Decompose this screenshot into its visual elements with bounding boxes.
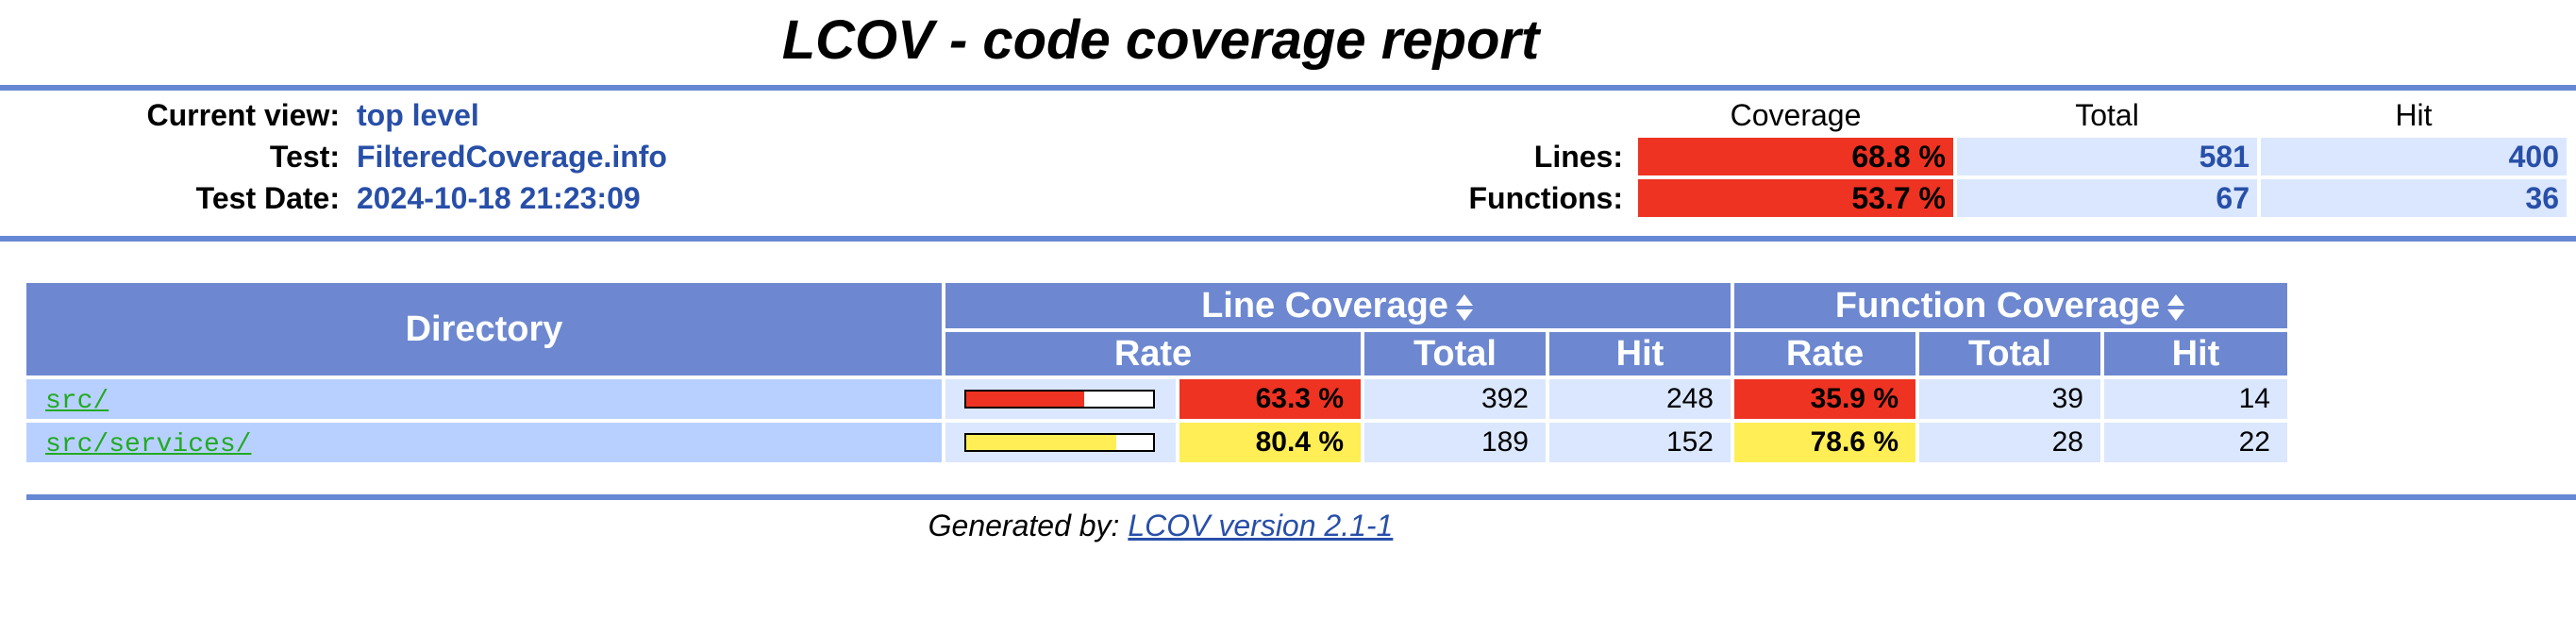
summary-functions-hit: 36 (2261, 179, 2567, 217)
directory-link[interactable]: src/ (45, 387, 109, 416)
line-hit-cell: 152 (1549, 423, 1731, 462)
summary-hit-header: Hit (2395, 98, 2433, 132)
summary-total-header: Total (2075, 98, 2139, 132)
function-total-header: Total (1919, 332, 2100, 375)
line-total-cell: 189 (1364, 423, 1546, 462)
test-label: Test: (269, 140, 340, 174)
function-hit-cell: 22 (2104, 423, 2287, 462)
line-coverage-bar-cell (945, 423, 1176, 462)
function-rate-header: Rate (1734, 332, 1915, 375)
sort-updown-icon[interactable] (2166, 292, 2186, 324)
summary-coverage-header: Coverage (1730, 98, 1862, 132)
test-date-value: 2024-10-18 21:23:09 (357, 181, 641, 215)
line-coverage-bar-fill (966, 435, 1117, 450)
table-row-directory: src/services/ (26, 423, 942, 462)
line-coverage-bar-fill (966, 392, 1085, 407)
footer: Generated by: LCOV version 2.1-1 (0, 502, 2321, 549)
line-rate-cell: 80.4 % (1179, 423, 1361, 462)
function-coverage-header-label: Function Coverage (1834, 286, 2161, 325)
table-row-directory: src/ (26, 379, 942, 419)
function-total-cell: 28 (1919, 423, 2100, 462)
header-divider (0, 236, 2576, 242)
generated-by-label: Generated by: (928, 509, 1120, 542)
line-hit-header: Hit (1549, 332, 1731, 375)
function-rate-cell: 78.6 % (1734, 423, 1915, 462)
function-total-cell: 39 (1919, 379, 2100, 419)
summary-lines-label: Lines: (1533, 140, 1623, 174)
summary-lines-hit: 400 (2261, 138, 2567, 175)
summary-functions-coverage: 53.7 % (1638, 179, 1953, 217)
function-rate-cell: 35.9 % (1734, 379, 1915, 419)
top-divider (0, 85, 2576, 91)
line-coverage-bar (964, 433, 1155, 452)
line-total-cell: 392 (1364, 379, 1546, 419)
summary-lines-total: 581 (1957, 138, 2257, 175)
summary-lines-coverage: 68.8 % (1638, 138, 1953, 175)
line-hit-cell: 248 (1549, 379, 1731, 419)
line-total-header: Total (1364, 332, 1546, 375)
test-value: FilteredCoverage.info (357, 140, 667, 174)
summary-functions-total: 67 (1957, 179, 2257, 217)
page-title: LCOV - code coverage report (781, 9, 1540, 71)
footer-divider (26, 494, 2576, 500)
line-coverage-header-label: Line Coverage (1201, 286, 1448, 325)
current-view-value: top level (357, 98, 479, 132)
function-hit-cell: 14 (2104, 379, 2287, 419)
summary-functions-label: Functions: (1468, 181, 1623, 215)
function-coverage-header[interactable]: Function Coverage (1734, 283, 2287, 328)
function-hit-header: Hit (2104, 332, 2287, 375)
line-coverage-bar (964, 390, 1155, 409)
current-view-label: Current view: (146, 98, 340, 132)
line-coverage-header[interactable]: Line Coverage (945, 283, 1731, 328)
sort-updown-icon[interactable] (1454, 292, 1475, 324)
line-rate-header: Rate (945, 332, 1361, 375)
line-coverage-bar-cell (945, 379, 1176, 419)
directory-link[interactable]: src/services/ (45, 430, 252, 459)
test-date-label: Test Date: (195, 181, 340, 215)
line-rate-cell: 63.3 % (1179, 379, 1361, 419)
lcov-version-link[interactable]: LCOV version 2.1-1 (1128, 509, 1394, 542)
directory-column-header: Directory (26, 283, 942, 375)
